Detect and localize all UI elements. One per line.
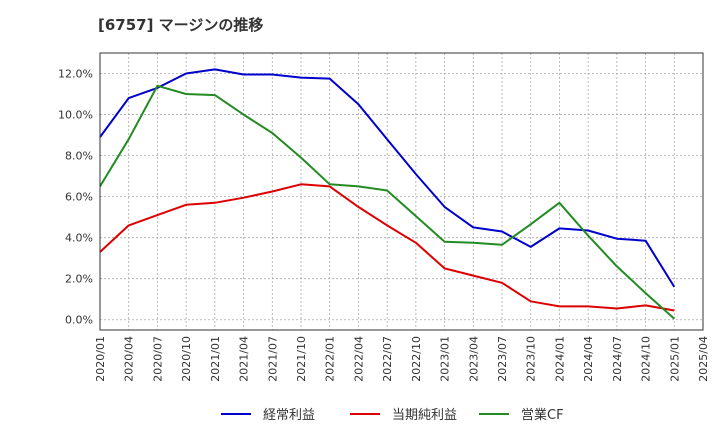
x-tick-labels: 2020/01 2020/04 2020/07 2020/10 2021/01 2021/…	[94, 336, 710, 382]
series-line-2	[99, 183, 675, 312]
x-tick-label: 2025/01	[668, 336, 681, 382]
y-tick-label: 2.0%	[65, 273, 93, 286]
y-tick-label: 8.0%	[65, 150, 93, 163]
legend-label-3: 営業CF	[521, 407, 564, 423]
x-tick-label: 2021/10	[295, 336, 308, 382]
series-layer	[99, 68, 676, 320]
chart-title: [6757] マージンの推移	[98, 16, 263, 34]
y-tick-labels: 0.0% 2.0% 4.0% 6.0% 8.0% 10.0% 12.0%	[58, 68, 93, 327]
x-tick-label: 2024/04	[582, 336, 595, 382]
y-tick-label: 10.0%	[58, 109, 93, 122]
x-tick-label: 2022/10	[410, 336, 423, 382]
plot-area	[100, 53, 703, 330]
x-tick-label: 2021/01	[209, 336, 222, 382]
x-tick-label: 2024/07	[611, 336, 624, 382]
x-tick-label: 2022/01	[324, 336, 337, 382]
x-tick-label: 2023/10	[525, 336, 538, 382]
x-tick-label: 2025/04	[697, 336, 710, 382]
legend-label-2: 当期純利益	[392, 408, 457, 423]
x-tick-label: 2021/04	[238, 336, 251, 382]
x-tick-label: 2020/10	[180, 336, 193, 382]
x-tick-label: 2024/10	[640, 336, 653, 382]
y-tick-label: 12.0%	[58, 68, 93, 81]
series-line-1	[99, 68, 676, 288]
x-tick-label: 2020/01	[94, 336, 107, 382]
series-line-3	[99, 84, 675, 320]
x-tick-label: 2021/07	[266, 336, 279, 382]
legend: 経常利益 当期純利益 営業CF	[221, 407, 564, 423]
x-tick-label: 2023/01	[439, 336, 452, 382]
plot-frame	[99, 52, 704, 331]
x-tick-label: 2023/04	[467, 336, 480, 382]
x-tick-label: 2020/04	[123, 336, 136, 382]
y-tick-label: 4.0%	[65, 232, 93, 245]
x-tick-label: 2022/07	[381, 336, 394, 382]
x-tick-label: 2023/07	[496, 336, 509, 382]
x-tick-label: 2020/07	[151, 336, 164, 382]
y-tick-label: 0.0%	[65, 314, 93, 327]
legend-label-1: 経常利益	[263, 408, 315, 423]
x-tick-label: 2022/04	[352, 336, 365, 382]
x-tick-label: 2024/01	[553, 336, 566, 382]
y-tick-label: 6.0%	[65, 191, 93, 204]
